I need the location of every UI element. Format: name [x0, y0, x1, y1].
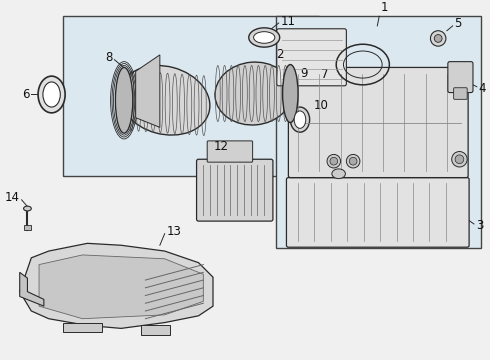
- Ellipse shape: [294, 111, 306, 128]
- Polygon shape: [20, 272, 44, 306]
- Text: 7: 7: [321, 68, 329, 81]
- Polygon shape: [141, 325, 170, 335]
- Text: 1: 1: [380, 1, 388, 14]
- Ellipse shape: [24, 206, 31, 211]
- FancyBboxPatch shape: [277, 29, 346, 86]
- Ellipse shape: [349, 157, 357, 165]
- Text: 9: 9: [300, 67, 308, 80]
- Ellipse shape: [43, 82, 60, 107]
- Bar: [24, 225, 31, 230]
- Polygon shape: [20, 243, 213, 328]
- FancyBboxPatch shape: [207, 141, 253, 162]
- Text: 8: 8: [105, 51, 113, 64]
- Ellipse shape: [115, 67, 133, 133]
- Polygon shape: [39, 255, 203, 319]
- Polygon shape: [136, 55, 160, 127]
- Text: 4: 4: [479, 82, 486, 95]
- FancyBboxPatch shape: [454, 88, 467, 99]
- Text: 6: 6: [22, 88, 29, 101]
- Text: 10: 10: [314, 99, 328, 112]
- Text: 14: 14: [5, 192, 20, 204]
- Ellipse shape: [254, 32, 275, 43]
- Ellipse shape: [330, 157, 338, 165]
- Text: 13: 13: [167, 225, 181, 238]
- Text: 11: 11: [281, 14, 295, 28]
- FancyBboxPatch shape: [287, 177, 469, 247]
- Ellipse shape: [290, 107, 310, 132]
- Ellipse shape: [455, 155, 464, 163]
- Polygon shape: [63, 323, 102, 332]
- Bar: [63, 16, 319, 176]
- Text: 2: 2: [276, 48, 284, 61]
- Ellipse shape: [452, 152, 467, 167]
- Ellipse shape: [120, 66, 210, 135]
- Text: 12: 12: [214, 140, 228, 153]
- Ellipse shape: [346, 154, 360, 168]
- Ellipse shape: [215, 62, 292, 125]
- Ellipse shape: [332, 169, 345, 179]
- FancyBboxPatch shape: [448, 62, 473, 93]
- Ellipse shape: [434, 35, 442, 42]
- Ellipse shape: [249, 28, 280, 47]
- Ellipse shape: [38, 76, 65, 113]
- FancyBboxPatch shape: [196, 159, 273, 221]
- Bar: [276, 16, 481, 248]
- Ellipse shape: [327, 154, 341, 168]
- Ellipse shape: [283, 64, 298, 122]
- Text: 3: 3: [476, 220, 483, 233]
- Ellipse shape: [430, 31, 446, 46]
- Text: 5: 5: [455, 17, 462, 31]
- FancyBboxPatch shape: [289, 67, 468, 177]
